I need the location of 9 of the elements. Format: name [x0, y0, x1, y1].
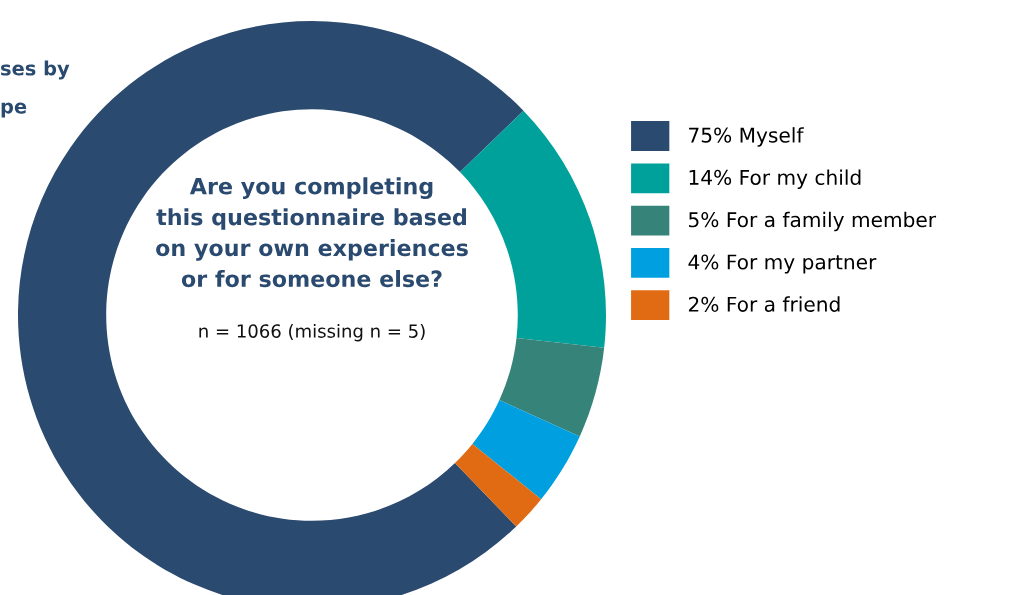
legend-label: 5% For a family member [689, 211, 937, 232]
text: n = 1066 (missing n = 5) [199, 323, 425, 342]
text: ses by [1, 60, 70, 80]
legend-label: 4% For my partner [688, 254, 877, 274]
legend-label: 14% For my child [689, 169, 861, 189]
legend-label: 75% Myself [689, 127, 804, 147]
text: pe [1, 102, 27, 118]
legend-label: 2% For a friend [688, 296, 840, 312]
text: Are you completing this questionnaire based on your own experiences or for someone else? [156, 177, 468, 288]
